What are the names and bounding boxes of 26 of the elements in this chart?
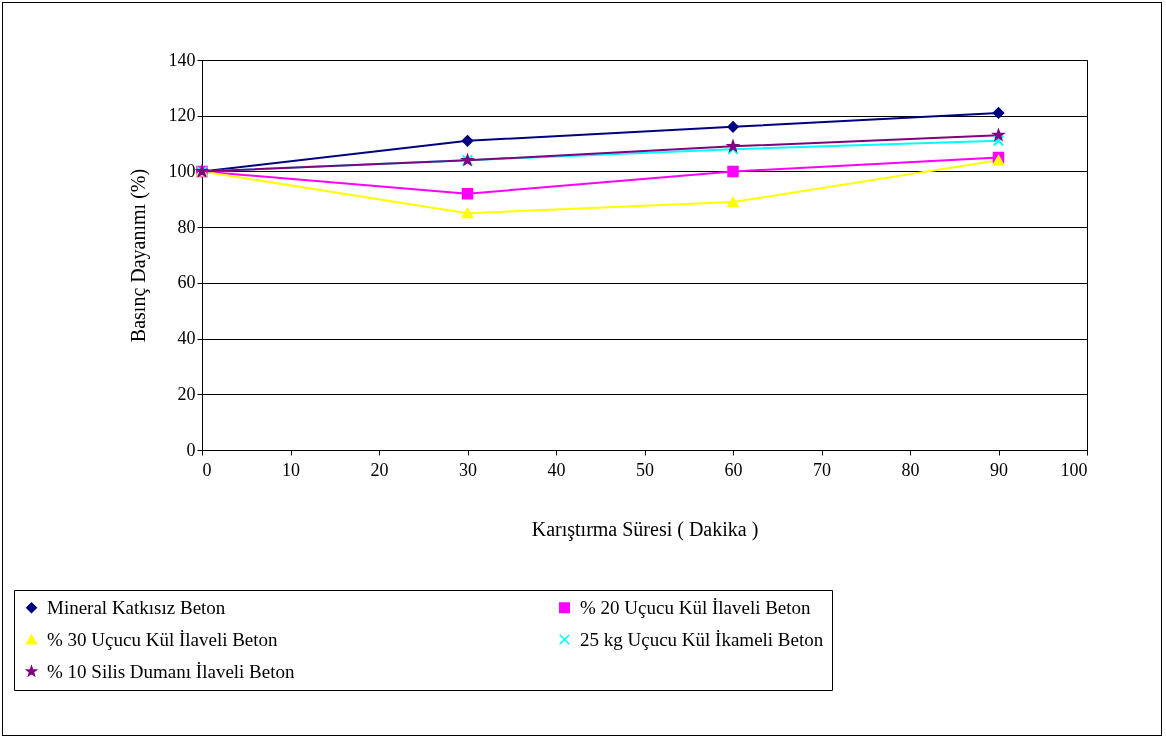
x-tick-label: 60 (724, 459, 743, 480)
legend-label: Mineral Katkısız Beton (47, 596, 226, 618)
y-tick-label: 0 (186, 439, 196, 460)
y-tick-label: 20 (177, 383, 196, 404)
x-tick-label: 100 (1060, 459, 1088, 480)
legend-label: % 10 Silis Dumanı İlaveli Beton (47, 660, 295, 682)
x-tick-label: 30 (459, 459, 477, 480)
y-tick-label: 100 (168, 160, 196, 181)
x-tick-label: 70 (813, 459, 831, 480)
y-tick-label: 120 (168, 105, 196, 126)
x-tick-label: 80 (901, 459, 920, 480)
y-tick-label: 60 (177, 272, 196, 293)
legend-label: % 30 Uçucu Kül İlaveli Beton (47, 628, 279, 650)
x-tick-label: 50 (636, 459, 654, 480)
y-axis-title: Basınç Dayanımı (%) (126, 168, 150, 343)
legend-label: 25 kg Uçucu Kül İkameli Beton (580, 628, 824, 650)
x-axis-title: Karıştırma Süresi ( Dakika ) (531, 517, 759, 541)
x-tick-label: 10 (282, 459, 300, 480)
y-tick-label: 40 (177, 328, 196, 349)
x-tick-label: 90 (990, 459, 1008, 480)
x-tick-label: 40 (547, 459, 566, 480)
y-tick-label: 140 (168, 49, 196, 70)
y-tick-label: 80 (177, 216, 196, 237)
x-tick-label: 0 (202, 459, 212, 480)
legend-label: % 20 Uçucu Kül İlaveli Beton (580, 596, 812, 618)
x-tick-label: 20 (370, 459, 389, 480)
